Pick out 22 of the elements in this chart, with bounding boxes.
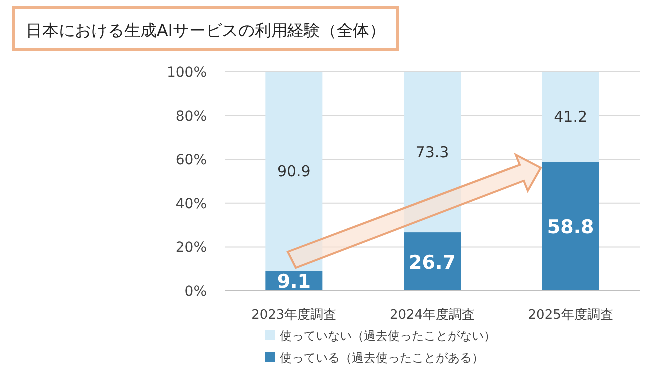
y-tick-label: 0% — [184, 284, 207, 300]
x-tick-label: 2025年度調査 — [528, 307, 614, 323]
data-label: 41.2 — [554, 108, 588, 126]
data-label: 58.8 — [547, 216, 594, 239]
y-tick-label: 100% — [166, 65, 207, 81]
data-label: 26.7 — [409, 252, 456, 274]
y-tick-label: 60% — [176, 152, 207, 169]
x-tick-label: 2024年度調査 — [390, 307, 476, 323]
data-label: 90.9 — [277, 162, 311, 181]
bar — [542, 162, 600, 291]
x-tick-label: 2023年度調査 — [252, 307, 337, 323]
y-tick-label: 40% — [176, 196, 207, 212]
chart-title: 日本における生成AIサービスの利用経験（全体） — [26, 21, 386, 40]
legend-label: 使っている（過去使ったことがある） — [280, 351, 484, 365]
bar — [404, 232, 461, 291]
bar — [266, 72, 323, 272]
data-label: 9.1 — [277, 271, 312, 294]
data-label: 73.3 — [416, 143, 450, 162]
bar — [542, 72, 600, 162]
y-tick-label: 80% — [176, 108, 207, 125]
y-tick-label: 20% — [176, 240, 207, 256]
legend-label: 使っていない（過去使ったことがない） — [280, 329, 496, 343]
